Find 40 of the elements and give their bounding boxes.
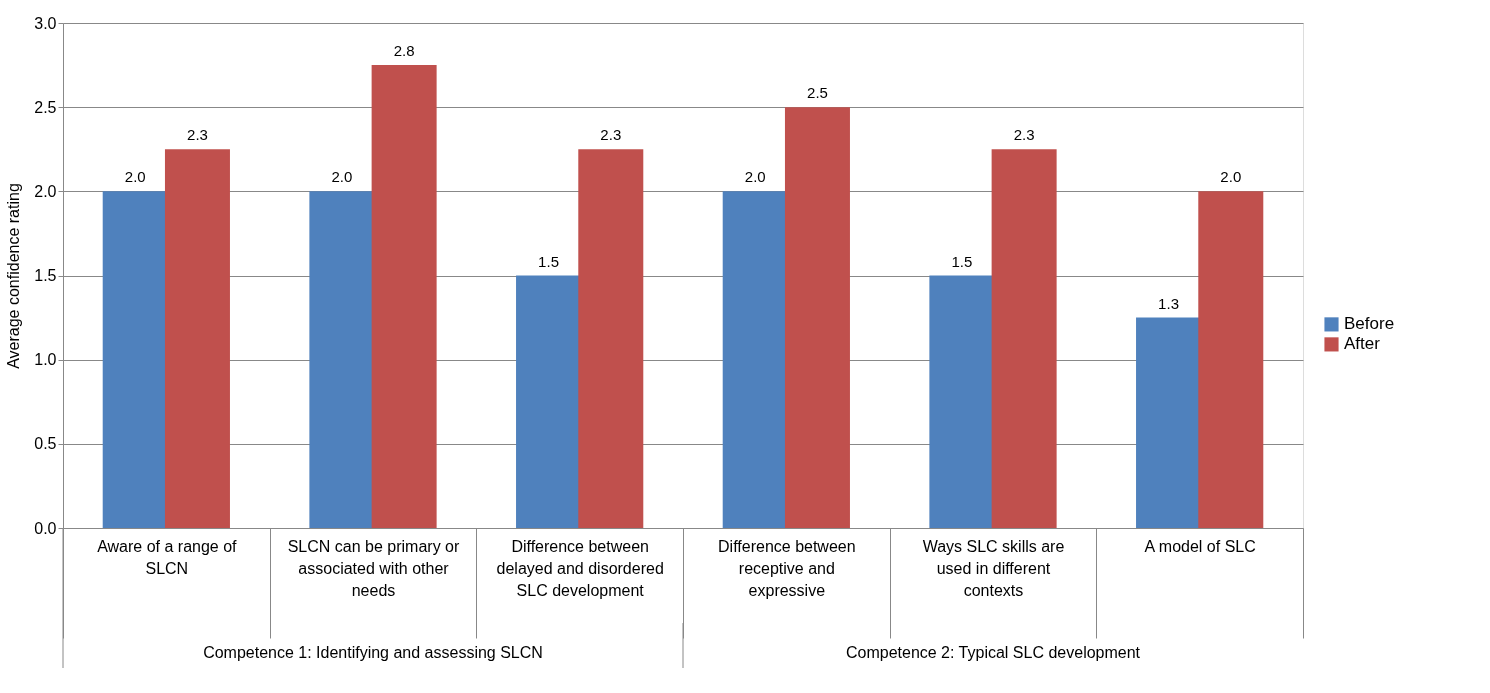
y-tick-label: 3.0	[34, 14, 57, 32]
data-label: 2.0	[124, 168, 146, 186]
y-tick-label: 2.5	[34, 98, 57, 116]
x-tick-label: SLCN can be primary or associated with other needs	[287, 537, 460, 599]
y-tick-label: 0.5	[34, 435, 57, 453]
data-label: 2.0	[1220, 168, 1242, 186]
data-label: 1.5	[538, 252, 559, 270]
bar	[991, 149, 1057, 528]
text: Competence 1: Identifying and assessing SLCN	[203, 644, 543, 661]
data-label: 2.0	[744, 168, 766, 186]
y-tick-label: 1.5	[34, 267, 57, 284]
x-tick-label: A model of SLC	[1144, 537, 1256, 555]
legend-label: After	[1344, 334, 1381, 354]
data-label: 2.3	[187, 126, 208, 144]
y-axis-title: Average confidence rating	[5, 183, 23, 369]
bar	[164, 149, 230, 528]
bar	[722, 191, 788, 528]
x-tick-label: Ways SLC skills are used in different contexts	[922, 537, 1065, 599]
bar	[578, 149, 644, 528]
y-tick-label: 2.0	[34, 182, 57, 200]
x-tick-label: Aware of a range of SLCN	[97, 537, 238, 577]
data-label: 1.5	[951, 252, 973, 270]
data-label: 2.0	[331, 168, 353, 186]
y-tick-label: 0.0	[34, 519, 57, 537]
data-label: 2.3	[600, 126, 622, 144]
data-label: 2.3	[1013, 126, 1035, 144]
text: Competence 2: Typical SLC development	[845, 644, 1141, 661]
bar	[102, 191, 168, 528]
data-label: 2.5	[807, 84, 828, 102]
bar	[1198, 191, 1264, 528]
legend-label: Before	[1344, 314, 1395, 334]
bar	[784, 107, 850, 528]
bar	[309, 191, 375, 528]
bar	[929, 275, 995, 528]
x-tick-label: Difference between receptive and expressive	[718, 537, 856, 599]
x-tick-label: Difference between delayed and disordered SLC development	[496, 537, 664, 599]
data-label: 2.8	[393, 42, 415, 60]
data-label: 1.3	[1158, 294, 1179, 312]
bar	[371, 65, 437, 528]
y-tick-label: 1.0	[34, 351, 57, 369]
